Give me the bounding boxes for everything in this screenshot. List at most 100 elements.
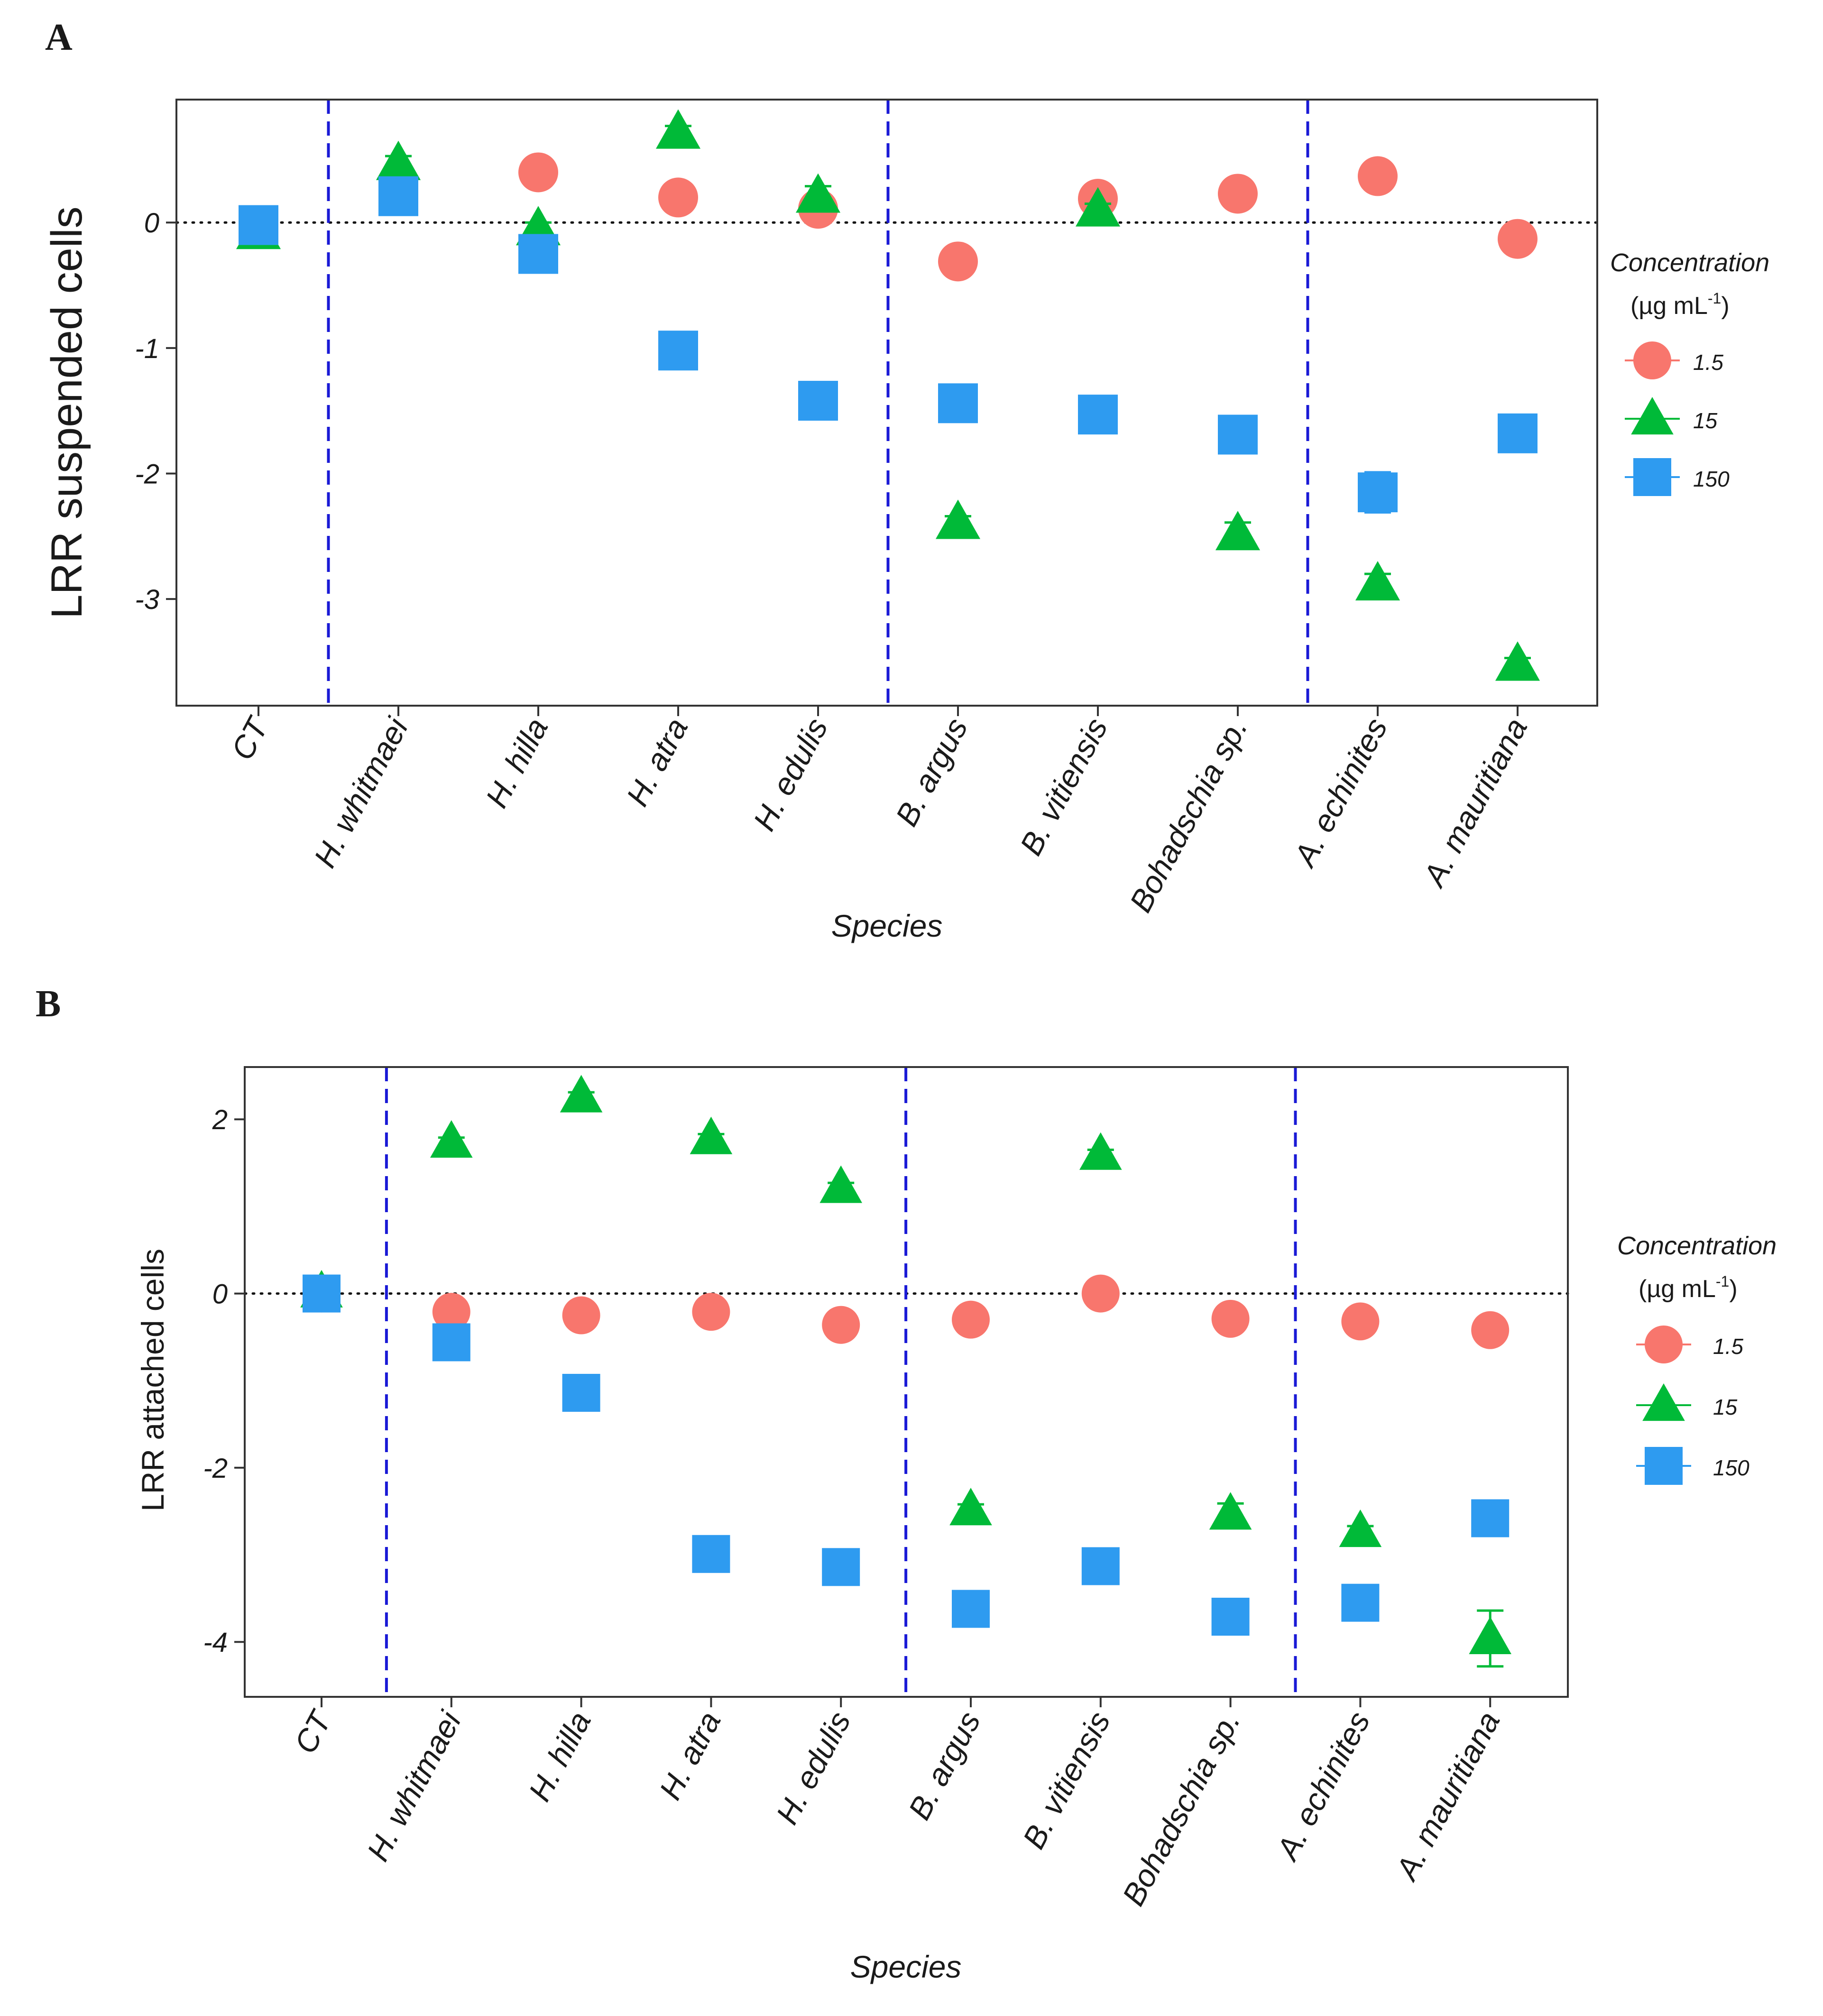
panel-b-point-150-h-hilla bbox=[562, 1373, 600, 1412]
panel-a-legend-label-1-5: 1.5 bbox=[1693, 350, 1723, 375]
panel-a-legend-unit-close: ) bbox=[1721, 292, 1729, 320]
panel-a-legend-unit-exponent: -1 bbox=[1708, 290, 1721, 307]
panel-b-y-axis-label: LRR attached cells bbox=[135, 1249, 170, 1511]
panel-a-point-15-h-edulis bbox=[795, 173, 841, 213]
panel-a-y-tick-label: -1 bbox=[135, 333, 159, 364]
panel-a-y-tick-label: -2 bbox=[135, 459, 159, 489]
panel-b-point-15-a-mauritiana bbox=[1469, 1616, 1511, 1655]
panel-a-point-15-h-whitmaei bbox=[376, 140, 421, 180]
panel-b-point-150-ct bbox=[303, 1274, 341, 1313]
panel-a-point-150-b-vitiensis bbox=[1078, 395, 1118, 435]
panel-a-y-tick-label: -3 bbox=[135, 584, 159, 615]
panel-b-point-150-b-argus bbox=[952, 1590, 990, 1628]
panel-a-point-150-h-edulis bbox=[798, 381, 838, 421]
panel-a-point-1-5-b-argus bbox=[938, 241, 978, 282]
panel-a-point-15-b-vitiensis bbox=[1075, 187, 1121, 227]
panel-b-series bbox=[300, 1075, 1511, 1668]
panel-a-point-15-a-mauritiana bbox=[1495, 641, 1540, 681]
panel-a-y-tick-label: 0 bbox=[144, 208, 159, 239]
panel-a-point-150-ct bbox=[239, 205, 278, 245]
panel-a-point-150-a-mauritiana bbox=[1498, 413, 1538, 453]
panel-b-point-1-5-bohadschia-sp bbox=[1211, 1299, 1250, 1338]
panel-a-letter: A bbox=[45, 17, 73, 58]
panel-b-y-axis: -4 -2 0 2 bbox=[203, 1105, 245, 1658]
panel-b-point-1-5-b-argus bbox=[952, 1300, 990, 1339]
panel-a-y-axis-label: LRR suspended cells bbox=[43, 206, 91, 618]
panel-b-point-1-5-h-hilla bbox=[562, 1296, 600, 1335]
panel-b-legend-key-150 bbox=[1645, 1447, 1683, 1485]
panel-a-point-150-b-argus bbox=[938, 383, 978, 423]
panel-b-legend-key-15 bbox=[1642, 1383, 1685, 1421]
panel-a-point-1-5-a-echinites bbox=[1358, 156, 1398, 196]
panel-b-legend-label-15: 15 bbox=[1713, 1395, 1738, 1419]
panel-b-x-axis-label: Species bbox=[850, 1949, 962, 1984]
panel-b-point-150-a-echinites bbox=[1341, 1583, 1380, 1622]
panel-a-legend-unit: (µg mL-1) bbox=[1630, 290, 1730, 320]
panel-b-point-15-b-vitiensis bbox=[1079, 1132, 1122, 1170]
panel-b-legend-unit-close: ) bbox=[1729, 1275, 1737, 1303]
panel-b-y-tick-label: -2 bbox=[203, 1453, 228, 1484]
panel-b-point-15-h-edulis bbox=[819, 1165, 862, 1203]
panel-a-y-axis: -3 -2 -1 0 bbox=[135, 208, 176, 615]
panel-b-point-15-h-hilla bbox=[560, 1075, 603, 1113]
panel-a-group-dividers bbox=[327, 100, 1309, 706]
panel-b-legend-title: Concentration bbox=[1617, 1232, 1777, 1260]
panel-a-point-1-5-h-atra bbox=[658, 177, 698, 218]
panel-a-series-150 bbox=[239, 176, 1538, 514]
panel-b-plot-frame bbox=[244, 1066, 1569, 1698]
panel-a-x-axis-label: Species bbox=[831, 908, 943, 943]
panel-a-point-15-b-argus bbox=[935, 499, 981, 539]
panel-a-point-1-5-a-mauritiana bbox=[1498, 219, 1538, 259]
panel-b-group-dividers bbox=[385, 1067, 1297, 1697]
panel-a-point-150-a-echinites bbox=[1358, 472, 1398, 513]
panel-a-point-1-5-bohadschia-sp bbox=[1218, 174, 1258, 214]
panel-b-letter: B bbox=[36, 983, 61, 1025]
panel-b-legend-unit-exponent: -1 bbox=[1716, 1273, 1729, 1290]
panel-a-legend-label-15: 15 bbox=[1693, 408, 1718, 433]
panel-b-point-150-h-edulis bbox=[822, 1548, 860, 1586]
panel-b-point-15-h-atra bbox=[690, 1116, 733, 1154]
panel-b-point-1-5-a-echinites bbox=[1341, 1302, 1380, 1341]
panel-a-point-150-h-atra bbox=[658, 331, 698, 371]
panel-a-series bbox=[236, 109, 1540, 681]
panel-b-point-1-5-h-edulis bbox=[822, 1306, 860, 1344]
panel-b-point-15-a-echinites bbox=[1339, 1510, 1382, 1547]
panel-b-legend: Concentration (µg mL-1) 1.5 15 150 bbox=[1617, 1232, 1777, 1485]
panel-b-point-15-h-whitmaei bbox=[430, 1120, 473, 1158]
panel-b-legend-unit: (µg mL-1) bbox=[1639, 1273, 1738, 1303]
panel-b-point-1-5-h-whitmaei bbox=[432, 1293, 470, 1331]
panel-b-point-150-h-whitmaei bbox=[432, 1323, 470, 1362]
panel-b-legend-key-1-5 bbox=[1645, 1326, 1683, 1363]
panel-a-legend-title: Concentration bbox=[1610, 249, 1769, 277]
panel-a-point-150-h-hilla bbox=[518, 234, 558, 274]
panel-b-legend-label-150: 150 bbox=[1713, 1455, 1749, 1480]
panel-a-plot-frame bbox=[175, 99, 1598, 707]
panel-b-legend-keys bbox=[1636, 1326, 1691, 1485]
panel-a-legend-key-1-5 bbox=[1633, 341, 1671, 379]
panel-b-point-1-5-b-vitiensis bbox=[1081, 1274, 1120, 1313]
panel-b-y-tick-label: 0 bbox=[212, 1279, 228, 1309]
panel-a-legend-keys bbox=[1625, 341, 1680, 496]
panel-a-legend-unit-text: (µg mL bbox=[1630, 292, 1708, 320]
panel-b-legend-label-1-5: 1.5 bbox=[1713, 1334, 1743, 1359]
panel-b-point-15-b-argus bbox=[949, 1488, 992, 1526]
panel-b-point-150-h-atra bbox=[692, 1535, 730, 1573]
panel-b-point-150-a-mauritiana bbox=[1471, 1499, 1510, 1537]
panel-b-point-1-5-a-mauritiana bbox=[1471, 1311, 1510, 1349]
panel-b-y-tick-label: -4 bbox=[203, 1627, 228, 1658]
panel-a-legend: Concentration (µg mL-1) 1.5 15 150 bbox=[1610, 249, 1769, 496]
panel-b-legend-unit-text: (µg mL bbox=[1639, 1275, 1716, 1303]
panel-b-y-tick-label: 2 bbox=[212, 1105, 228, 1135]
panel-a-legend-key-150 bbox=[1633, 458, 1671, 496]
panel-b-point-15-bohadschia-sp bbox=[1209, 1492, 1252, 1530]
panel-b-series-150 bbox=[303, 1274, 1510, 1636]
panel-b-point-150-bohadschia-sp bbox=[1211, 1598, 1250, 1636]
panel-a-point-150-bohadschia-sp bbox=[1218, 414, 1258, 455]
panel-a-point-1-5-h-hilla bbox=[518, 152, 558, 193]
panel-a-legend-key-15 bbox=[1631, 397, 1674, 435]
panel-a-legend-label-150: 150 bbox=[1693, 467, 1730, 491]
panel-a-point-150-h-whitmaei bbox=[378, 176, 418, 216]
panel-a-point-15-bohadschia-sp bbox=[1215, 511, 1261, 551]
